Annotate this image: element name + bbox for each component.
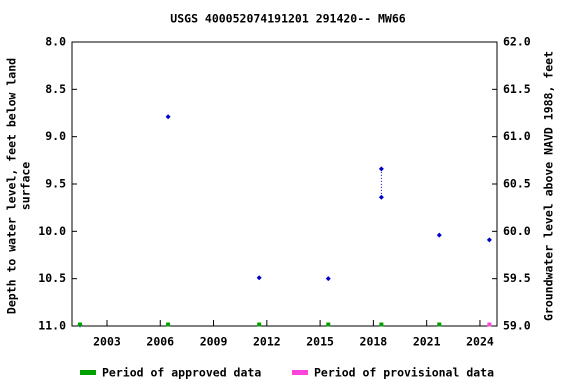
x-tick-label: 2009 <box>200 335 228 349</box>
x-tick-label: 2012 <box>253 335 281 349</box>
y-tick-label: 11.0 <box>38 319 66 333</box>
y-tick-label: 10.5 <box>38 271 66 285</box>
y-tick-label: 10.0 <box>38 224 66 238</box>
legend-label: Period of provisional data <box>314 366 494 380</box>
data-point <box>325 276 331 282</box>
x-tick-label: 2021 <box>413 335 441 349</box>
y2-tick-label: 60.5 <box>503 177 531 191</box>
y-tick-label: 9.5 <box>45 177 66 191</box>
data-point <box>165 114 171 120</box>
y-tick-label: 8.5 <box>45 82 66 96</box>
x-tick-label: 2018 <box>360 335 388 349</box>
period-marker <box>77 322 82 327</box>
y2-tick-label: 59.5 <box>503 271 531 285</box>
y2-tick-label: 60.0 <box>503 224 531 238</box>
legend-swatch <box>292 370 308 375</box>
x-tick-label: 2024 <box>466 335 494 349</box>
chart-title: USGS 400052074191201 291420-- MW66 <box>170 12 405 26</box>
y2-tick-label: 61.5 <box>503 82 531 96</box>
period-marker <box>379 322 384 327</box>
y-axis-label: Depth to water level, feet below land <box>5 58 19 314</box>
y-tick-label: 8.0 <box>45 35 66 49</box>
data-point <box>436 232 442 238</box>
y-tick-label: 9.0 <box>45 129 66 143</box>
x-tick-label: 2015 <box>306 335 334 349</box>
legend-swatch <box>80 370 96 375</box>
period-marker <box>326 322 331 327</box>
data-point <box>256 275 262 281</box>
plot-frame <box>71 41 498 327</box>
period-marker <box>487 322 492 327</box>
y2-tick-label: 61.0 <box>503 129 531 143</box>
data-point <box>486 237 492 243</box>
y-axis-label: surface <box>19 162 33 211</box>
y2-tick-label: 62.0 <box>503 35 531 49</box>
y2-axis-label: Groundwater level above NAVD 1988, feet <box>542 51 556 321</box>
x-tick-label: 2003 <box>93 335 121 349</box>
legend-label: Period of approved data <box>102 366 261 380</box>
data-point <box>378 166 384 172</box>
x-tick-label: 2006 <box>146 335 174 349</box>
period-marker <box>166 322 171 327</box>
y2-tick-label: 59.0 <box>503 319 531 333</box>
period-marker <box>257 322 262 327</box>
data-point <box>378 194 384 200</box>
period-marker <box>437 322 442 327</box>
